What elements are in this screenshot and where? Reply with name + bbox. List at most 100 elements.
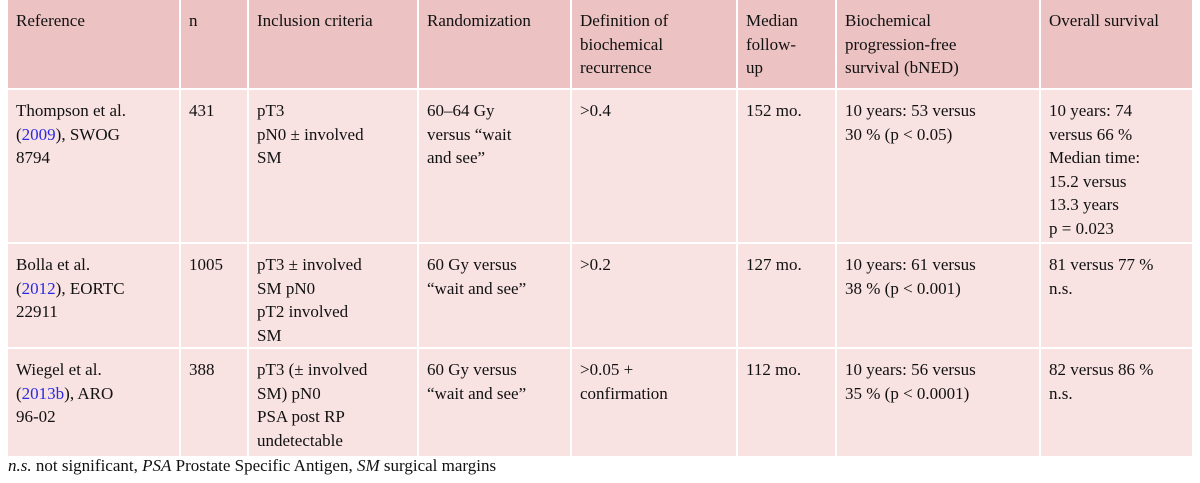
cell-line: 1005 bbox=[189, 255, 223, 274]
cell-line: SM bbox=[257, 325, 282, 345]
cell-line: p = 0.023 bbox=[1049, 218, 1114, 238]
cell-line: 82 versus 86 % bbox=[1049, 360, 1154, 379]
cell-line: up bbox=[746, 58, 763, 77]
cell-line: Biochemical bbox=[845, 11, 931, 30]
body-cell: pT3 (± involved SM) pN0 PSA post RP undetec… bbox=[247, 348, 418, 458]
header-cell: Median follow-up bbox=[736, 0, 836, 90]
body-cell: 10 years: 61 versus 38 % (p < 0.001) bbox=[835, 243, 1040, 349]
cell-line: Thompson et al. bbox=[16, 101, 127, 120]
cell-text: ), SWOG bbox=[55, 124, 120, 144]
cell-line: Median time: bbox=[1049, 148, 1141, 167]
cell-line: 10 years: 56 versus bbox=[845, 360, 976, 379]
cell-text: ( bbox=[16, 278, 22, 298]
body-cell: 112 mo. bbox=[736, 348, 836, 458]
body-cell: 1005 bbox=[179, 243, 248, 349]
citation-year[interactable]: 2009 bbox=[21, 124, 56, 144]
body-cell: 10 years: 56 versus 35 % (p < 0.0001) bbox=[835, 348, 1040, 458]
cell-line: confirmation bbox=[580, 383, 668, 403]
cell-line: 10 years: 61 versus bbox=[845, 255, 976, 274]
cell-text: ( bbox=[16, 124, 22, 144]
body-cell: 152 mo. bbox=[736, 89, 836, 244]
cell-line: 60 Gy versus bbox=[427, 255, 517, 274]
cell-line: 431 bbox=[189, 101, 215, 120]
cell-line: survival (bNED) bbox=[845, 58, 959, 77]
cell-line: versus “wait bbox=[427, 124, 512, 144]
cell-line: SM) pN0 bbox=[257, 383, 321, 403]
body-cell: 60–64 Gy versus “wait and see” bbox=[417, 89, 571, 244]
body-cell: 10 years: 53 versus 30 % (p < 0.05) bbox=[835, 89, 1040, 244]
cell-line: 13.3 years bbox=[1049, 195, 1119, 214]
cell-line: 38 % (p < 0.001) bbox=[845, 278, 961, 298]
cell-line: 112 mo. bbox=[746, 360, 802, 379]
cell-line: pT3 ± involved bbox=[257, 255, 362, 274]
cell-line: 10 years: 74 bbox=[1049, 101, 1133, 120]
header-cell: Biochemical progression-free survival (bNE… bbox=[835, 0, 1040, 90]
body-cell: 127 mo. bbox=[736, 243, 836, 349]
cell-line: n.s. bbox=[1049, 383, 1073, 403]
cell-line: 60 Gy versus bbox=[427, 360, 517, 379]
cell-line: Randomization bbox=[427, 11, 531, 30]
citation-year[interactable]: 2013b bbox=[21, 383, 65, 403]
cell-line: 8794 bbox=[16, 148, 50, 167]
cell-line: “wait and see” bbox=[427, 383, 527, 403]
cell-line: SM bbox=[257, 148, 282, 167]
body-cell: >0.2 bbox=[570, 243, 737, 349]
cell-line: 35 % (p < 0.0001) bbox=[845, 383, 970, 403]
footnote: n.s. not significant, PSA Prostate Speci… bbox=[8, 456, 496, 476]
cell-line: undetectable bbox=[257, 430, 343, 450]
cell-line: “wait and see” bbox=[427, 278, 527, 298]
cell-text: ( bbox=[16, 383, 22, 403]
cell-line: Bolla et al. bbox=[16, 255, 91, 274]
footnote-text: n.s. bbox=[8, 456, 32, 475]
citation-year[interactable]: 2012 bbox=[21, 278, 56, 298]
cell-line: 10 years: 53 versus bbox=[845, 101, 976, 120]
body-cell: Wiegel et al. (2013b), ARO 96-02 bbox=[8, 348, 180, 458]
cell-line: PSA post RP bbox=[257, 407, 345, 426]
body-row: Bolla et al. (2012), EORTC 22911 1005 pT3 ± … bbox=[8, 243, 1192, 349]
cell-line: (2009), SWOG bbox=[16, 123, 171, 147]
header-cell: Randomization bbox=[417, 0, 571, 90]
cell-line: 22911 bbox=[16, 302, 58, 321]
cell-line: follow- bbox=[746, 34, 797, 54]
cell-line: biochemical bbox=[580, 34, 664, 54]
cell-line: 388 bbox=[189, 360, 215, 379]
footnote-text: PSA bbox=[142, 456, 172, 475]
body-cell: 81 versus 77 % n.s. bbox=[1039, 243, 1192, 349]
header-cell: Definition of biochemical recurrence bbox=[570, 0, 737, 90]
cell-line: (2013b), ARO bbox=[16, 382, 171, 406]
cell-line: Wiegel et al. bbox=[16, 360, 102, 379]
body-cell: 60 Gy versus “wait and see” bbox=[417, 243, 571, 349]
cell-line: Overall survival bbox=[1049, 11, 1159, 30]
cell-line: pT3 (± involved bbox=[257, 360, 368, 379]
cell-line: >0.4 bbox=[580, 101, 611, 120]
body-cell: >0.05 + confirmation bbox=[570, 348, 737, 458]
cell-line: >0.2 bbox=[580, 255, 611, 274]
table: Reference n Inclusion criteria Randomizatio… bbox=[8, 0, 1192, 458]
table-wrap: Reference n Inclusion criteria Randomizatio… bbox=[8, 0, 1192, 458]
cell-line: SM pN0 bbox=[257, 278, 316, 298]
cell-line: (2012), EORTC bbox=[16, 277, 171, 301]
cell-line: pT2 involved bbox=[257, 302, 349, 321]
body-cell: Thompson et al. (2009), SWOG 8794 bbox=[8, 89, 180, 244]
footnote-text: Prostate Specific Antigen, bbox=[171, 456, 357, 475]
body-cell: 431 bbox=[179, 89, 248, 244]
cell-line: 96-02 bbox=[16, 407, 56, 426]
cell-line: versus 66 % bbox=[1049, 124, 1133, 144]
cell-line: recurrence bbox=[580, 58, 652, 77]
cell-text: ), EORTC bbox=[55, 278, 125, 298]
header-cell: Inclusion criteria bbox=[247, 0, 418, 90]
header-cell: Reference bbox=[8, 0, 180, 90]
cell-text: ), ARO bbox=[64, 383, 114, 403]
cell-line: progression-free bbox=[845, 34, 957, 54]
header-row: Reference n Inclusion criteria Randomizatio… bbox=[8, 0, 1192, 90]
body-cell: 388 bbox=[179, 348, 248, 458]
cell-line: n.s. bbox=[1049, 278, 1073, 298]
header-cell: Overall survival bbox=[1039, 0, 1192, 90]
cell-line: Reference bbox=[16, 11, 85, 30]
cell-line: 152 mo. bbox=[746, 101, 802, 120]
body-row: Thompson et al. (2009), SWOG 8794 431 pT3 pN0… bbox=[8, 89, 1192, 244]
body-cell: 10 years: 74 versus 66 % Median time: 15.2 … bbox=[1039, 89, 1192, 244]
cell-line: and see” bbox=[427, 148, 486, 167]
cell-line: n bbox=[189, 11, 198, 30]
cell-line: pT3 bbox=[257, 101, 285, 120]
